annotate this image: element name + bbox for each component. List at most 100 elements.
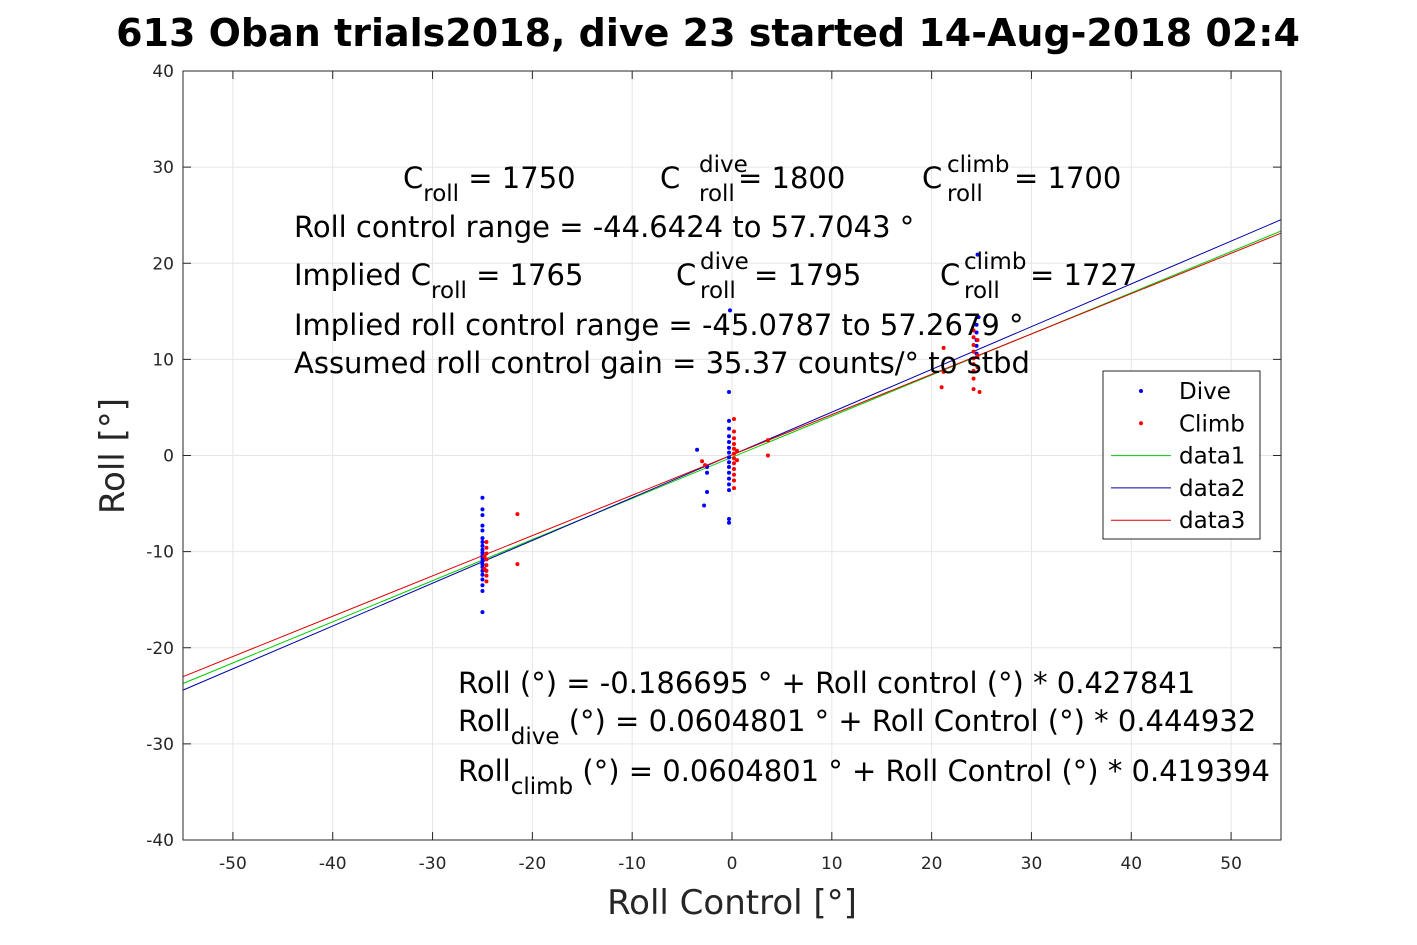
x-tick-label: -20 — [518, 854, 546, 874]
annotation-c-climb-value: = 1700 — [1014, 161, 1121, 195]
point-climb — [971, 376, 976, 381]
y-tick-label: 40 — [152, 62, 174, 82]
anno-implied-sub: roll — [431, 278, 467, 304]
point-climb — [734, 458, 739, 463]
y-tick-labels: -40 -30 -20 -10 0 10 20 30 40 — [146, 62, 174, 851]
annotation-implied-c-climb-sub: roll — [964, 278, 1000, 304]
legend-label-data3: data3 — [1179, 508, 1245, 534]
legend-items: Dive Climb data1 data2 data3 — [1111, 379, 1245, 534]
point-dive — [705, 490, 710, 495]
eq-dive-sub: dive — [511, 724, 560, 750]
point-dive — [727, 440, 732, 445]
point-dive — [974, 330, 979, 335]
point-dive — [695, 447, 700, 452]
point-climb — [703, 463, 708, 468]
point-climb — [971, 335, 976, 340]
legend-label-climb: Climb — [1179, 411, 1245, 437]
annotation-c-climb-sup: climb — [947, 152, 1009, 178]
point-dive — [480, 577, 485, 582]
y-tick-label: 0 — [163, 447, 174, 467]
annotation-c-dive-sup: dive — [699, 152, 748, 178]
y-axis-label: Roll [°] — [93, 398, 133, 514]
annotation-c-dive-sub: roll — [699, 181, 735, 207]
point-dive — [728, 308, 733, 313]
y-tick-label: 10 — [152, 350, 174, 370]
legend: Dive Climb data1 data2 data3 — [1102, 370, 1261, 540]
y-tick-label: -10 — [146, 543, 174, 563]
anno-c-roll-sub: roll — [423, 181, 459, 207]
point-climb — [734, 448, 739, 453]
annotation-implied-c-roll: Implied Croll = 1765 — [294, 258, 583, 304]
point-climb — [731, 486, 736, 491]
point-dive — [480, 610, 485, 615]
point-dive — [480, 550, 485, 555]
anno-implied-prefix: Implied C — [294, 258, 431, 292]
legend-box — [1102, 370, 1261, 540]
x-tick-label: 40 — [1120, 854, 1142, 874]
annotation-implied-range: Implied roll control range = -45.0787 to… — [294, 308, 1024, 342]
point-dive — [727, 476, 732, 481]
series-line-data1 — [182, 230, 1282, 684]
point-climb — [731, 429, 736, 434]
legend-marker-climb — [1139, 421, 1143, 426]
anno-c-dive-base: C — [660, 161, 680, 195]
point-dive — [727, 460, 732, 465]
point-dive — [480, 583, 485, 588]
point-dive — [480, 507, 485, 512]
point-climb — [731, 478, 736, 483]
annotation-implied-c-dive: C — [676, 258, 696, 292]
x-tick-labels: -50 -40 -30 -20 -10 0 10 20 30 40 50 — [219, 854, 1242, 874]
point-dive — [480, 513, 485, 518]
point-dive — [480, 547, 485, 552]
point-dive — [480, 559, 485, 564]
point-climb — [975, 353, 980, 358]
annotation-implied-c-climb-value: = 1727 — [1030, 258, 1137, 292]
x-tick-label: -40 — [319, 854, 347, 874]
y-tick-label: -30 — [146, 735, 174, 755]
point-dive — [974, 322, 979, 327]
point-dive — [480, 543, 485, 548]
annotation-c-climb: C — [922, 161, 942, 195]
point-dive — [727, 482, 732, 487]
point-dive — [705, 470, 710, 475]
equation-roll-climb: Rollclimb (°) = 0.0604801 ° + Roll Contr… — [458, 754, 1270, 800]
point-dive — [480, 523, 485, 528]
point-climb — [971, 356, 976, 361]
point-climb — [765, 453, 770, 458]
point-climb — [731, 441, 736, 446]
point-dive — [976, 315, 981, 320]
equation-roll-dive: Rolldive (°) = 0.0604801 ° + Roll Contro… — [458, 704, 1256, 750]
point-dive — [727, 450, 732, 455]
annotation-c-dive: C — [660, 161, 680, 195]
series-line-data3 — [182, 232, 1282, 678]
point-climb — [482, 566, 487, 571]
eq-climb-sub: climb — [511, 774, 573, 800]
y-tick-label: 30 — [152, 158, 174, 178]
annotation-implied-c-climb: C — [940, 258, 960, 292]
point-climb — [971, 387, 976, 392]
eq-climb-base: Roll — [458, 754, 511, 788]
point-climb — [975, 365, 980, 370]
point-climb — [731, 446, 736, 451]
point-dive — [727, 488, 732, 493]
point-climb — [515, 562, 520, 567]
point-dive — [480, 528, 485, 533]
point-climb — [941, 345, 946, 350]
point-dive — [727, 426, 732, 431]
point-climb — [515, 512, 520, 517]
x-tick-label: 30 — [1021, 854, 1043, 874]
point-dive — [727, 445, 732, 450]
anno-implied-value: = 1765 — [467, 258, 584, 292]
point-climb — [731, 436, 736, 441]
x-tick-label: 10 — [821, 854, 843, 874]
annotation-implied-c-dive-value: = 1795 — [754, 258, 861, 292]
point-climb — [971, 362, 976, 367]
point-dive — [727, 390, 732, 395]
point-climb — [484, 551, 489, 556]
data-points — [480, 252, 982, 615]
point-dive — [727, 520, 732, 525]
anno-c-roll-base: C — [403, 161, 423, 195]
point-dive — [727, 455, 732, 460]
point-climb — [971, 368, 976, 373]
